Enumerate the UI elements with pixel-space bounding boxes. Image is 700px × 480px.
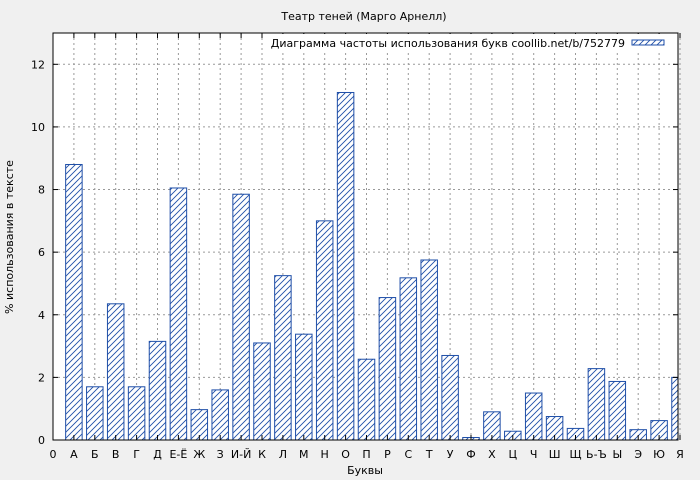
- bar: [378, 297, 397, 441]
- bar: [169, 187, 188, 441]
- x-tick-label: Ы: [612, 448, 622, 461]
- bar: [671, 376, 679, 441]
- x-tick-label: М: [299, 448, 309, 461]
- x-tick-label: Л: [279, 448, 287, 461]
- y-tick-label: 6: [38, 246, 45, 259]
- bar: [357, 358, 376, 441]
- bar: [587, 368, 606, 441]
- x-tick-label: И-Й: [231, 448, 251, 461]
- grid: [53, 33, 681, 440]
- y-tick-label: 2: [38, 371, 45, 384]
- x-tick-label: О: [341, 448, 350, 461]
- bar: [148, 340, 167, 441]
- x-tick-label: З: [217, 448, 224, 461]
- x-tick-label: П: [362, 448, 370, 461]
- x-tick-label: Е-Ё: [169, 448, 187, 461]
- bar: [211, 389, 229, 441]
- bar: [315, 220, 334, 441]
- x-tick-label: Щ: [569, 448, 581, 461]
- x-tick-label: Д: [153, 448, 162, 461]
- bar: [420, 259, 438, 441]
- x-tick-label: Х: [488, 448, 496, 461]
- x-tick-label: Ч: [530, 448, 538, 461]
- x-tick-label: Ш: [549, 448, 561, 461]
- x-tick-label: Ь-Ъ: [586, 448, 607, 461]
- bar: [336, 91, 355, 441]
- y-tick-label: 12: [31, 58, 45, 71]
- bar: [524, 392, 543, 441]
- x-tick-label: Ф: [466, 448, 475, 461]
- bar: [274, 275, 292, 441]
- y-tick-label: 8: [38, 184, 45, 197]
- bar: [65, 163, 83, 441]
- bar: [253, 342, 271, 441]
- bar: [608, 380, 627, 441]
- x-tick-label: Г: [133, 448, 140, 461]
- plot-frame: [52, 32, 679, 441]
- x-tick-label: У: [447, 448, 454, 461]
- x-tick-label: 0: [50, 448, 57, 461]
- y-tick-label: 4: [38, 309, 45, 322]
- x-tick-label: Э: [634, 448, 642, 461]
- x-tick-label: К: [258, 448, 266, 461]
- x-tick-label: Н: [321, 448, 329, 461]
- legend-label: Диаграмма частоты использования букв coo…: [271, 37, 625, 50]
- x-tick-label: С: [404, 448, 412, 461]
- bar: [127, 386, 146, 441]
- y-axis-label: % использования в тексте: [3, 160, 16, 314]
- x-tick-label: А: [70, 448, 78, 461]
- x-tick-label: Я: [676, 448, 684, 461]
- y-axis: 0 2 4 6 8 10 12: [31, 58, 678, 447]
- x-tick-label: В: [112, 448, 120, 461]
- x-tick-label: Р: [384, 448, 391, 461]
- x-tick-label: Ю: [653, 448, 665, 461]
- bar: [106, 303, 125, 441]
- x-tick-label: Б: [91, 448, 99, 461]
- legend: Диаграмма частоты использования букв coo…: [271, 34, 677, 51]
- bar: [399, 277, 418, 441]
- bar: [295, 333, 313, 441]
- legend-box: [278, 34, 677, 51]
- bar: [86, 386, 104, 441]
- chart-title: Театр теней (Марго Арнелл): [280, 10, 446, 23]
- x-tick-label: Ж: [193, 448, 205, 461]
- x-tick-label: Ц: [509, 448, 518, 461]
- y-tick-label: 10: [31, 121, 45, 134]
- y-tick-label: 0: [38, 434, 45, 447]
- bar: [441, 354, 459, 441]
- x-tick-label: Т: [425, 448, 433, 461]
- bar: [232, 193, 250, 441]
- x-axis-label: Буквы: [347, 464, 383, 477]
- legend-swatch: [631, 39, 665, 46]
